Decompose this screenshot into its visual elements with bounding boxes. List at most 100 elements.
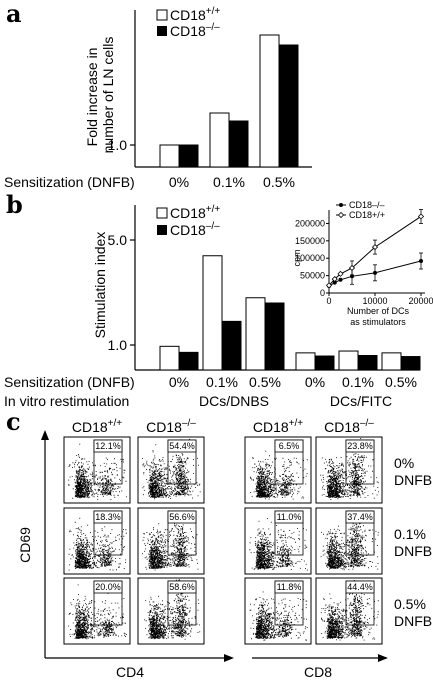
inset-point-wt-1 xyxy=(331,276,338,283)
c-row-label-agent-0: DNFB xyxy=(394,472,432,488)
dot-plot-events xyxy=(320,510,379,571)
inset-xtick-label-2: 20000 xyxy=(408,296,433,306)
inset-ytick-label-4: 0 xyxy=(320,288,325,298)
panel-b: b CD18+/+ CD18–/– Stimulation index 5.0 … xyxy=(4,190,433,409)
inset-series xyxy=(325,209,425,289)
bar-b-wt-3 xyxy=(295,352,316,371)
panel-b-row2-label: In vitro restimulation xyxy=(4,393,129,409)
inset-xlabel-2: as stimulators xyxy=(350,317,406,327)
dot-plot-r1-c0: 18.3% xyxy=(63,507,131,575)
dot-plot-gate-label-box xyxy=(345,510,375,524)
panel-a-ylabel: Fold increase in number of LN cells xyxy=(84,37,116,154)
inset-ytick-label-3: 50000 xyxy=(300,271,325,281)
panel-a-bars xyxy=(159,34,299,168)
dot-plot-percentage: 58.6% xyxy=(169,582,195,592)
inset-point-ko-5 xyxy=(419,259,423,263)
dot-plot-events xyxy=(68,584,127,640)
dot-plot-r0-c3: 23.8% xyxy=(315,436,383,504)
c-row-label-pct-1: 0.1% xyxy=(394,526,426,542)
bar-b-wt-4 xyxy=(338,350,359,371)
dot-plot-gate-label-box xyxy=(345,439,375,453)
dot-plot-gate-label-box xyxy=(274,510,304,524)
dot-plot-percentage: 11.8% xyxy=(277,582,302,592)
dot-plot-gate-label-box xyxy=(93,580,123,594)
c-row-label-agent-1: DNFB xyxy=(394,543,432,559)
bar-b-ko-0 xyxy=(178,351,199,371)
legend-wt-label: CD18+/+ xyxy=(170,6,220,23)
panel-b-ylabel: Stimulation index xyxy=(92,232,108,339)
dot-plot-events xyxy=(144,579,201,640)
panel-c-plots: 12.1% 54.4% 6.5% 23.8% 18.3% 56.6% 11.0% 37.4% 2… xyxy=(63,436,383,645)
cd8-arrow-head xyxy=(378,654,388,662)
inset-point-ko-2 xyxy=(338,277,343,282)
inset-legend-ko-marker xyxy=(339,203,343,207)
a-xtick-label-0: 0% xyxy=(169,174,189,190)
panel-a-ytick-label: 1.0 xyxy=(108,137,128,153)
dot-plot-gate-label-box xyxy=(167,439,197,453)
inset-legend-wt: CD18+/+ xyxy=(349,210,385,220)
legend-wt-swatch xyxy=(156,9,168,21)
b-legend-wt-label: CD18+/+ xyxy=(170,204,220,221)
c-col-header-1: CD18–/– xyxy=(146,418,196,435)
bar-a-wt-1 xyxy=(209,112,230,168)
inset-legend-ko: CD18–/– xyxy=(349,200,385,210)
legend-ko-label: CD18–/– xyxy=(170,22,220,39)
b-xtick-label-4: 0.1% xyxy=(342,374,374,390)
c-col-header-2: CD18+/+ xyxy=(253,418,303,435)
inset-xtick-label-0: 0 xyxy=(326,296,331,306)
dot-plot-percentage: 37.4% xyxy=(347,512,373,522)
inset-point-wt-5 xyxy=(417,213,425,220)
panel-c-letter: c xyxy=(6,407,21,436)
inset-ytick-label-1: 150000 xyxy=(295,236,325,246)
dot-plot-gate-label-box xyxy=(167,580,197,594)
dot-plot-percentage: 23.8% xyxy=(347,441,373,451)
bar-b-ko-5 xyxy=(400,356,421,371)
dot-plot-gate-label-box xyxy=(167,510,197,524)
dot-plot-gate-label-box xyxy=(274,580,304,594)
dot-plot-percentage: 44.4% xyxy=(347,582,373,592)
dot-plot-events xyxy=(320,438,379,500)
dot-plot-r1-c3: 37.4% xyxy=(315,507,383,575)
c-col-header-3: CD18–/– xyxy=(324,418,374,435)
dot-plot-r1-c1: 56.6% xyxy=(137,507,205,575)
panel-b-ytick-label-1: 1.0 xyxy=(108,337,128,353)
cd8-label: CD8 xyxy=(304,664,332,680)
panel-a-row-label: Sensitization (DNFB) xyxy=(4,174,135,190)
panel-b-group1: DCs/DNBS xyxy=(199,393,269,409)
cd69-label: CD69 xyxy=(17,527,33,563)
inset-legend-wt-marker xyxy=(337,211,345,219)
b-legend-ko-swatch xyxy=(157,225,167,235)
panel-a-legend: CD18+/+ CD18–/– xyxy=(156,6,220,39)
bar-b-wt-0 xyxy=(159,345,180,371)
dot-plot-gate-label-box xyxy=(274,439,304,453)
bar-b-ko-3 xyxy=(314,355,335,371)
b-xtick-label-2: 0.5% xyxy=(249,374,281,390)
panel-a: a CD18+/+ CD18–/– Fold increase in numbe… xyxy=(4,0,312,190)
dot-plot-gate-label-box xyxy=(93,510,123,524)
dot-plot-events xyxy=(249,518,308,571)
b-xtick-label-0: 0% xyxy=(169,374,189,390)
inset-xtick-label-1: 10000 xyxy=(362,296,387,306)
panel-b-row1-label: Sensitization (DNFB) xyxy=(4,374,135,390)
dot-plot-events xyxy=(68,443,127,500)
inset-point-wt-2 xyxy=(337,270,344,277)
inset-ytick-label-0: 200000 xyxy=(295,218,325,228)
dot-plot-gate-label-box xyxy=(93,439,123,453)
panel-b-legend: CD18+/+ CD18–/– xyxy=(156,204,220,238)
dot-plot-r2-c1: 58.6% xyxy=(137,577,205,645)
a-xtick-label-1: 0.1% xyxy=(213,174,245,190)
panel-a-x-labels: 0% 0.1% 0.5% xyxy=(169,174,295,190)
b-xtick-label-1: 0.1% xyxy=(206,374,238,390)
inset-point-wt-4 xyxy=(371,244,379,251)
c-row-label-pct-0: 0% xyxy=(394,455,414,471)
dot-plot-events xyxy=(142,512,199,571)
panel-b-group2: DCs/FITC xyxy=(330,393,392,409)
inset-point-ko-4 xyxy=(373,270,377,275)
dot-plot-percentage: 18.3% xyxy=(95,512,121,522)
b-xtick-label-5: 0.5% xyxy=(385,374,417,390)
b-xtick-label-3: 0% xyxy=(305,374,325,390)
inset-xlabel-1: Number of DCs xyxy=(347,306,410,316)
dot-plot-r2-c3: 44.4% xyxy=(315,577,383,645)
inset-ylabel: cpm xyxy=(292,249,302,266)
